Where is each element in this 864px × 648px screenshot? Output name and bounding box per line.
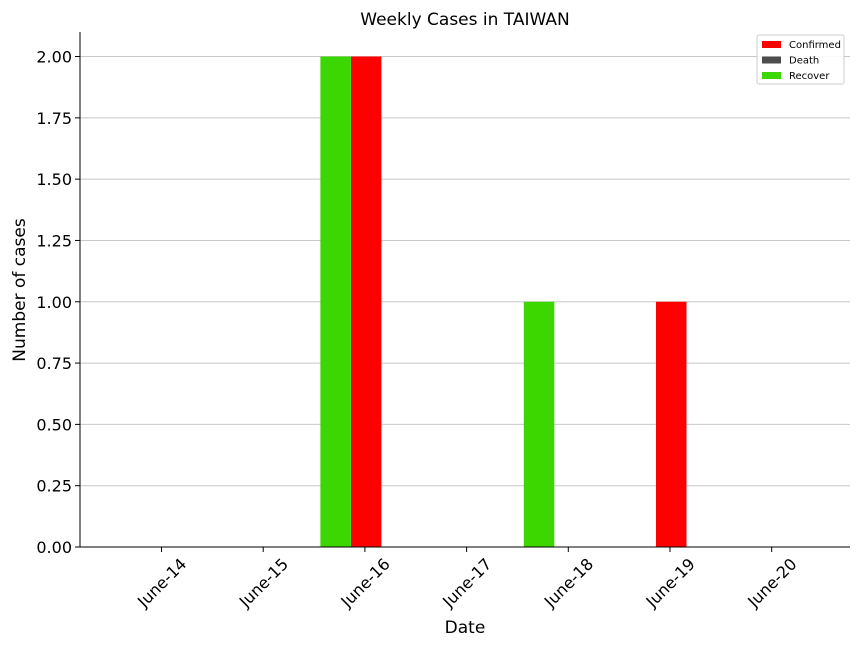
y-tick-label: 2.00: [36, 48, 72, 67]
y-tick-label: 0.50: [36, 415, 72, 434]
y-tick-label: 0.00: [36, 538, 72, 557]
bar-confirmed: [350, 56, 382, 548]
legend-label-recover: Recover: [789, 71, 830, 82]
y-tick-label: 1.25: [36, 231, 72, 250]
y-ticks: 0.00 0.25 0.50 0.75 1.00 1.25 1.50 1.75 2.00: [36, 48, 80, 557]
y-tick-label: 1.00: [36, 293, 72, 312]
bars: [320, 56, 687, 548]
x-tick-label: June-17: [438, 554, 495, 611]
axes: [79, 32, 850, 548]
legend: Confirmed Death Recover: [756, 34, 845, 85]
x-tick-label: June-15: [235, 554, 292, 611]
x-tick-label: June-19: [642, 554, 699, 611]
y-tick-label: 1.50: [36, 170, 72, 189]
legend-swatch-recover: [762, 72, 781, 79]
x-tick-label: June-20: [743, 554, 800, 611]
grid-lines: [80, 56, 850, 548]
legend-swatch-death: [762, 56, 781, 64]
legend-label-death: Death: [789, 56, 819, 67]
y-tick-label: 0.25: [36, 477, 72, 496]
bar-recover: [523, 301, 555, 547]
chart-title: Weekly Cases in TAIWAN: [360, 10, 569, 30]
x-tick-label: June-14: [133, 554, 190, 611]
y-axis-label: Number of cases: [10, 218, 30, 362]
legend-label-confirmed: Confirmed: [789, 40, 841, 51]
y-tick-label: 1.75: [36, 109, 72, 128]
y-tick-label: 0.75: [36, 354, 72, 373]
bar-confirmed: [656, 301, 687, 547]
x-axis-label: Date: [445, 618, 486, 638]
legend-swatch-confirmed: [762, 41, 781, 48]
bar-recover: [320, 56, 351, 548]
x-ticks: June-14 June-15 June-16 June-17 June-18 June-…: [133, 547, 801, 612]
x-tick-label: June-16: [336, 554, 393, 611]
x-tick-label: June-18: [540, 554, 597, 611]
